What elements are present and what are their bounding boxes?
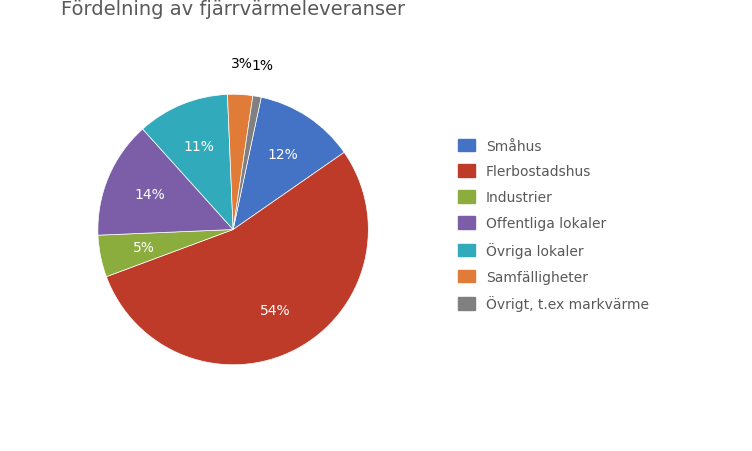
Text: 5%: 5% xyxy=(133,241,155,255)
Title: Fördelning av fjärrvärmeleveranser: Fördelning av fjärrvärmeleveranser xyxy=(61,0,405,19)
Text: 12%: 12% xyxy=(268,147,299,161)
Wedge shape xyxy=(143,95,233,230)
Wedge shape xyxy=(106,153,368,365)
Text: 1%: 1% xyxy=(252,59,274,73)
Wedge shape xyxy=(233,97,261,230)
Text: 54%: 54% xyxy=(260,303,290,317)
Text: 3%: 3% xyxy=(231,56,253,70)
Legend: Småhus, Flerbostadshus, Industrier, Offentliga lokaler, Övriga lokaler, Samfälli: Småhus, Flerbostadshus, Industrier, Offe… xyxy=(458,139,649,312)
Wedge shape xyxy=(233,98,344,230)
Wedge shape xyxy=(98,130,233,236)
Wedge shape xyxy=(98,230,233,277)
Text: 11%: 11% xyxy=(183,139,214,153)
Wedge shape xyxy=(227,95,253,230)
Text: 14%: 14% xyxy=(134,188,165,202)
